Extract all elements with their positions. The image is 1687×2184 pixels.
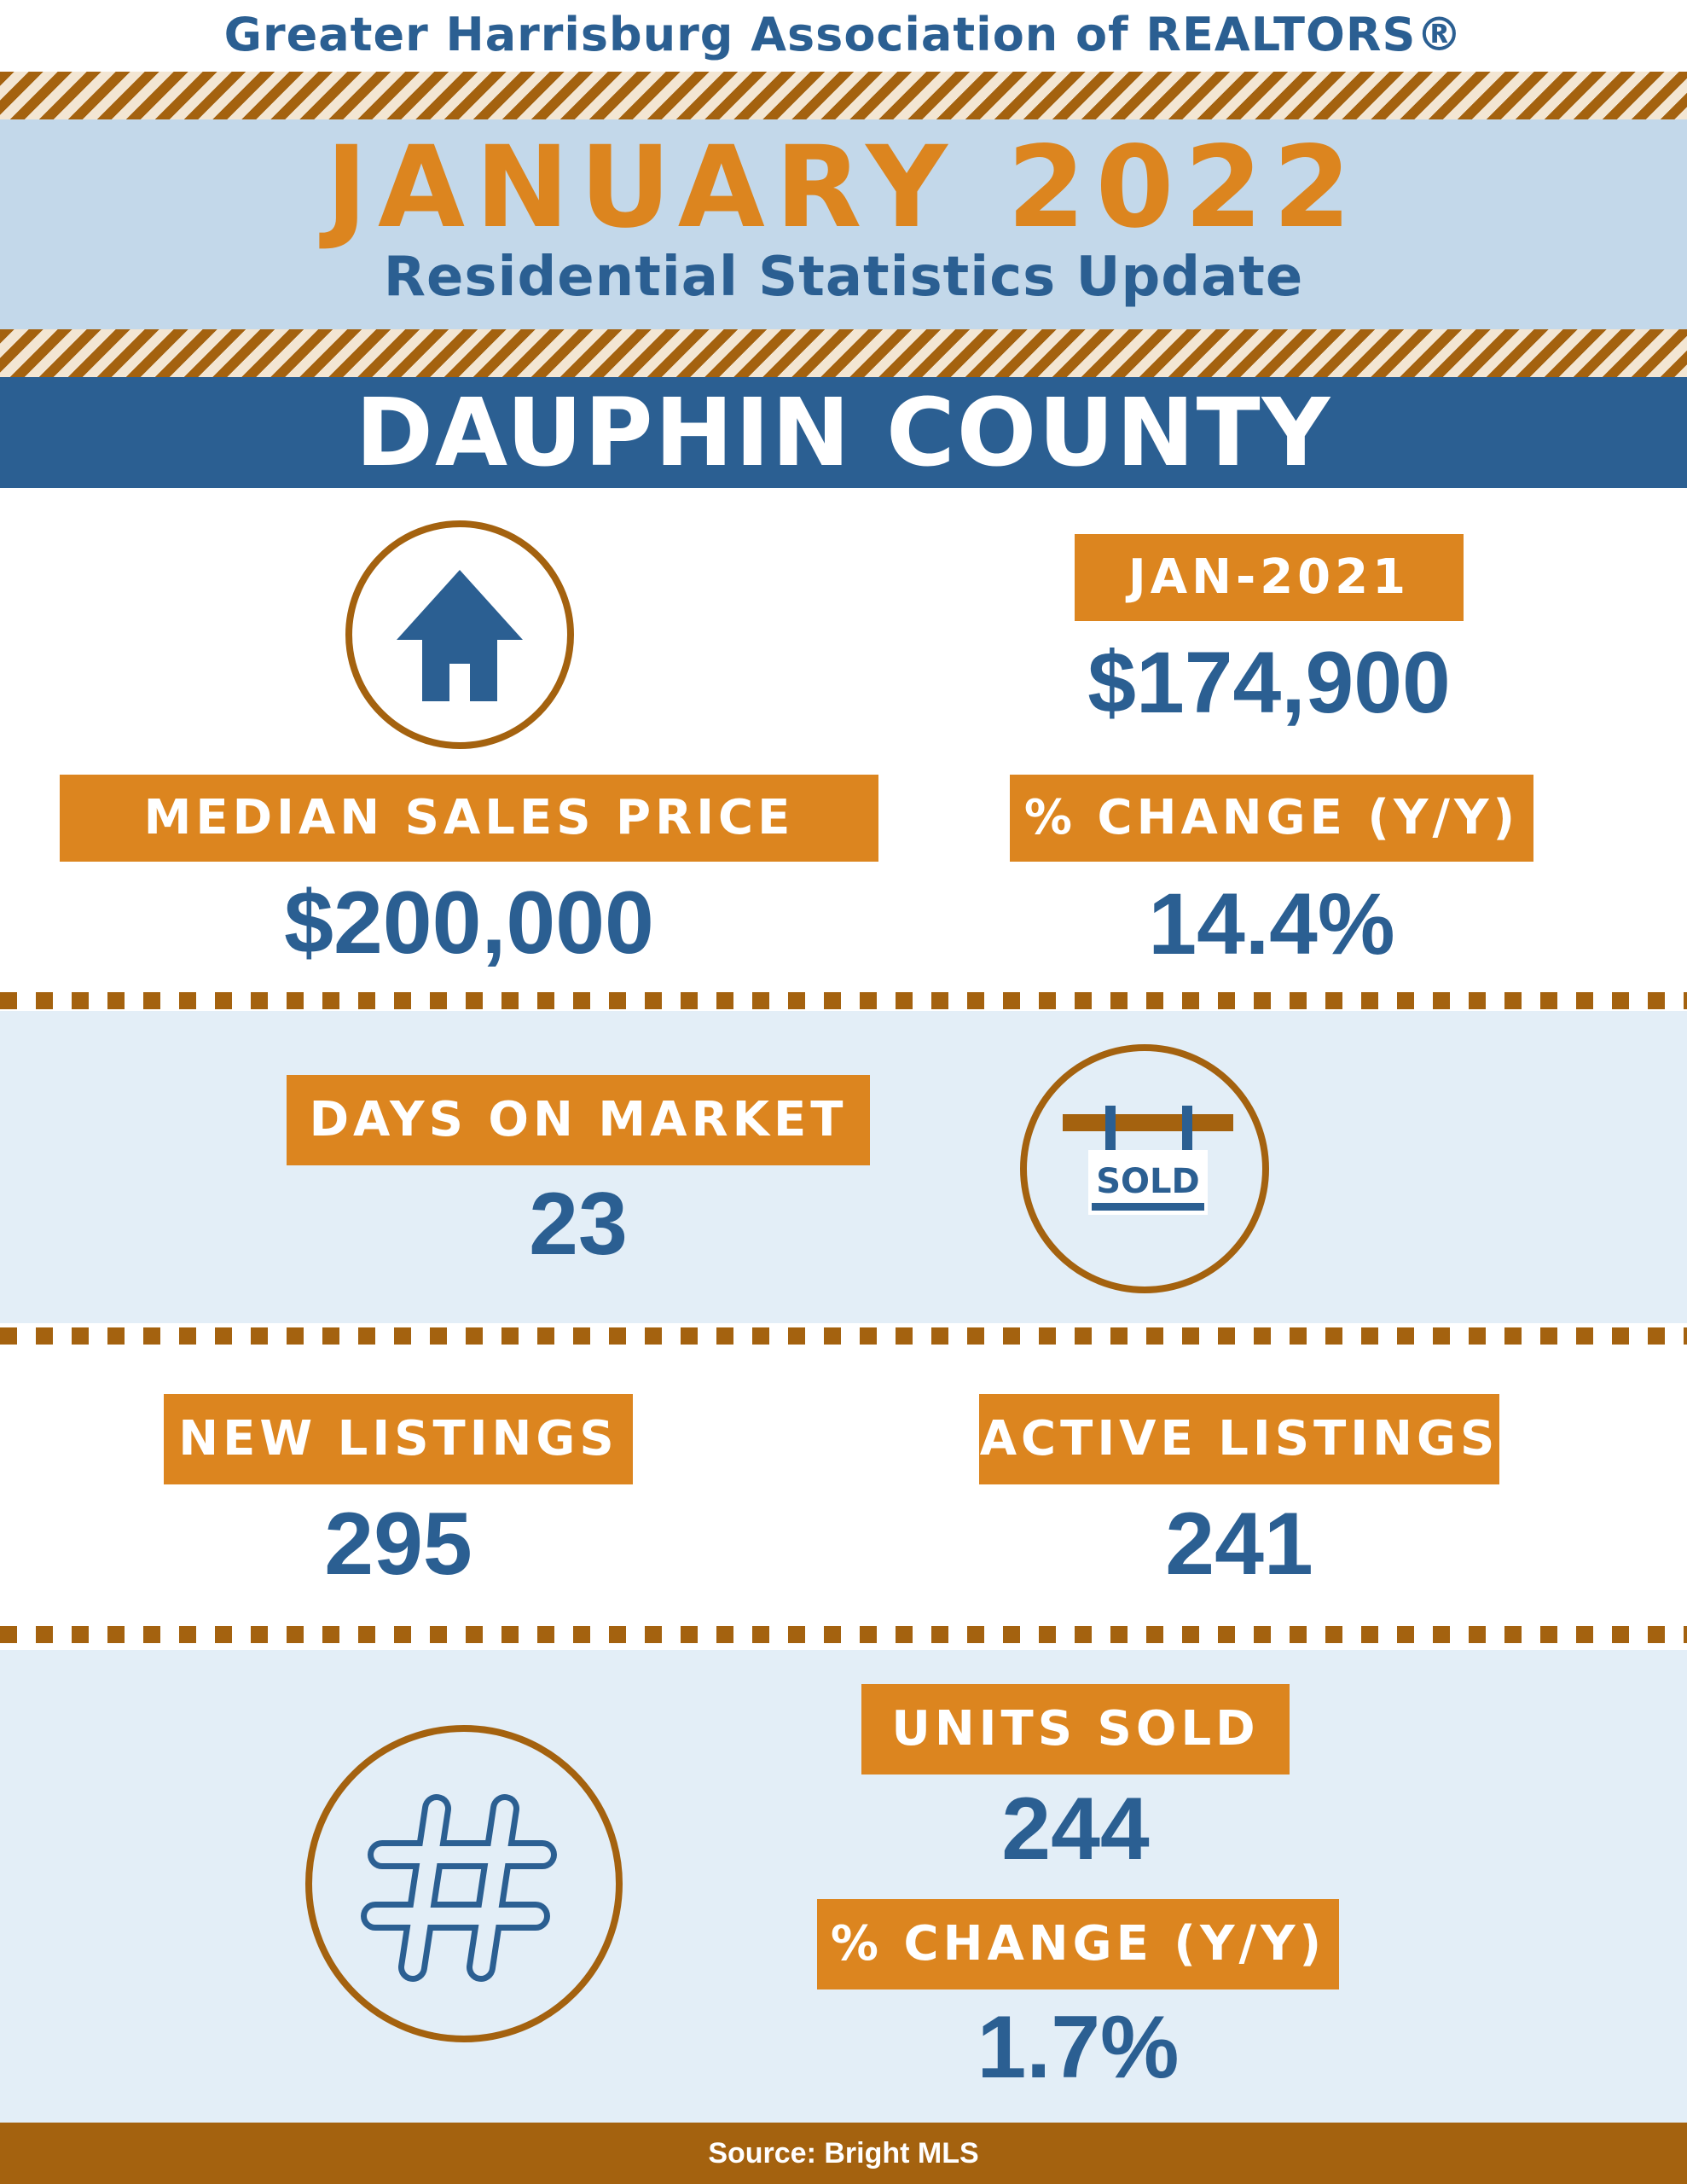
- sold-sign-icon: SOLD: [1063, 1106, 1233, 1215]
- top-stripe-divider: [0, 72, 1687, 119]
- active-listings-value: 241: [1165, 1495, 1313, 1594]
- dashed-divider-2: [0, 1327, 1687, 1345]
- units-sold-label: UNITS SOLD: [861, 1684, 1290, 1774]
- report-subtitle: Residential Statistics Update: [383, 246, 1304, 309]
- hashtag-icon: [361, 1794, 557, 1982]
- house-icon: [397, 570, 523, 701]
- month-year-title: JANUARY 2022: [325, 122, 1362, 253]
- units-change-label: % CHANGE (Y/Y): [817, 1899, 1339, 1989]
- dashed-divider-3: [0, 1626, 1687, 1643]
- new-listings-value: 295: [324, 1495, 472, 1594]
- units-change-value: 1.7%: [977, 1998, 1180, 2097]
- county-title: DAUPHIN COUNTY: [355, 378, 1332, 487]
- title-banner: [0, 119, 1687, 329]
- units-sold-value: 244: [1001, 1780, 1150, 1879]
- county-band: [0, 377, 1687, 488]
- source-text: Source: Bright MLS: [708, 2137, 979, 2169]
- days-on-market-label: DAYS ON MARKET: [287, 1075, 870, 1165]
- median-sales-price-value: $200,000: [284, 874, 654, 973]
- footer-band: [0, 2123, 1687, 2184]
- organization-title: Greater Harrisburg Association of REALTO…: [223, 8, 1464, 61]
- active-listings-label: ACTIVE LISTINGS: [979, 1394, 1499, 1484]
- new-listings-label: NEW LISTINGS: [164, 1394, 633, 1484]
- days-on-market-value: 23: [529, 1175, 628, 1274]
- bottom-stripe-divider: [0, 329, 1687, 377]
- prior-year-value: $174,900: [1087, 634, 1451, 731]
- hashtag-icon-circle: [305, 1725, 623, 2042]
- median-sales-price-label: MEDIAN SALES PRICE: [60, 775, 878, 862]
- prior-year-label: JAN-2021: [1075, 534, 1464, 621]
- units-sold-band: [0, 1650, 1687, 2123]
- sold-sign-text: SOLD: [1096, 1162, 1200, 1201]
- dashed-divider-1: [0, 992, 1687, 1009]
- days-on-market-band: [0, 1011, 1687, 1323]
- price-change-label: % CHANGE (Y/Y): [1010, 775, 1533, 862]
- sold-sign-circle: SOLD: [1020, 1044, 1269, 1293]
- price-change-value: 14.4%: [1148, 875, 1395, 973]
- house-icon-circle: [345, 520, 574, 749]
